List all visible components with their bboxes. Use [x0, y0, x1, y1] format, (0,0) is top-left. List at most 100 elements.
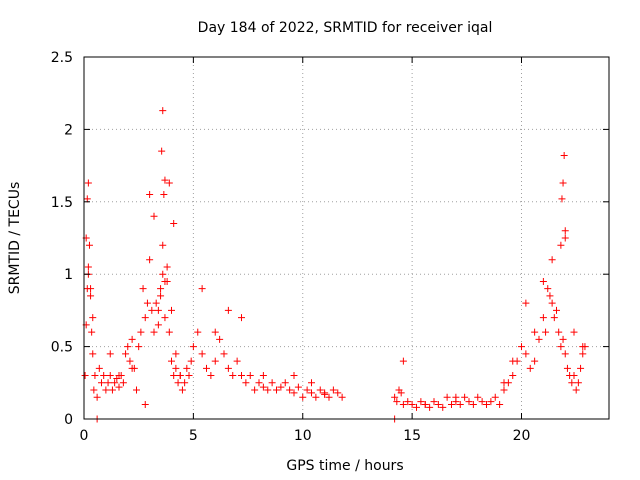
data-point [526, 364, 534, 372]
data-points [81, 107, 589, 423]
data-point [290, 372, 298, 380]
data-point [539, 314, 547, 322]
data-point [308, 389, 315, 397]
data-point [568, 379, 576, 387]
data-point [83, 195, 91, 203]
data-point [81, 372, 89, 380]
data-point [474, 393, 482, 401]
data-point [439, 403, 447, 411]
data-point [255, 379, 263, 387]
data-point [509, 357, 517, 365]
data-point [465, 398, 473, 406]
data-point [264, 386, 272, 394]
data-point [133, 386, 140, 394]
data-point [539, 277, 547, 285]
data-point [224, 306, 232, 314]
data-point [174, 379, 182, 387]
x-axis-label: GPS time / hours [286, 458, 403, 474]
data-point [294, 383, 302, 391]
data-point [483, 401, 490, 409]
data-point [115, 372, 123, 380]
data-point [150, 328, 158, 336]
data-point [106, 372, 114, 380]
data-point [87, 285, 95, 293]
data-point [163, 263, 171, 271]
data-point [135, 343, 143, 351]
data-point [553, 306, 560, 314]
data-point [106, 350, 114, 358]
data-point [397, 389, 405, 397]
data-point [160, 191, 168, 199]
data-point [560, 151, 568, 159]
data-point [238, 372, 245, 380]
y-tick-label: 0 [64, 412, 73, 428]
data-point [251, 386, 259, 394]
data-point [168, 357, 175, 365]
data-point [183, 364, 191, 372]
data-point [456, 401, 464, 409]
data-point [242, 379, 250, 387]
data-point [170, 220, 178, 228]
data-point [98, 379, 105, 387]
data-point [399, 401, 407, 409]
data-point [194, 328, 202, 336]
data-point [303, 386, 311, 394]
data-point [91, 372, 99, 380]
data-point [500, 386, 508, 394]
data-point [259, 383, 267, 391]
data-point [157, 285, 165, 293]
data-point [325, 393, 333, 401]
data-point [84, 179, 92, 187]
data-point [141, 314, 149, 322]
data-point [137, 328, 145, 336]
data-point [561, 350, 569, 358]
data-point [111, 379, 119, 387]
data-point [108, 386, 116, 394]
y-tick-label: 1 [64, 267, 73, 283]
grid [84, 57, 609, 419]
data-point [158, 147, 166, 155]
data-point [559, 179, 567, 187]
data-point [146, 191, 154, 199]
y-tick-label: 1.5 [51, 195, 73, 211]
x-tick-label: 15 [403, 428, 421, 444]
data-point [259, 372, 267, 380]
data-point [126, 357, 134, 365]
data-point [128, 364, 136, 372]
x-tick-label: 10 [294, 428, 312, 444]
data-point [570, 372, 578, 380]
data-point [391, 393, 399, 401]
data-point [548, 256, 556, 264]
data-point [268, 379, 276, 387]
data-point [124, 343, 132, 351]
data-point [139, 285, 147, 293]
data-point [198, 285, 206, 293]
data-point [550, 314, 558, 322]
data-point [216, 335, 224, 343]
data-point [557, 241, 565, 249]
data-point [246, 372, 254, 380]
y-axis-label: SRMTID / TECUs [7, 182, 23, 295]
data-point [408, 401, 416, 409]
data-point [299, 393, 307, 401]
data-point [417, 398, 425, 406]
data-point [181, 379, 189, 387]
data-point [146, 256, 154, 264]
data-point [273, 386, 280, 394]
data-point [119, 379, 127, 387]
data-point [469, 401, 477, 409]
data-point [286, 386, 294, 394]
data-point [277, 383, 285, 391]
data-point [452, 393, 460, 401]
data-point [312, 393, 320, 401]
data-point [421, 401, 429, 409]
data-point [561, 234, 569, 242]
data-point [308, 379, 315, 387]
data-point [557, 343, 565, 351]
data-point [104, 379, 112, 387]
data-point [165, 328, 173, 336]
data-point [128, 335, 136, 343]
data-point [198, 350, 206, 358]
data-point [187, 357, 195, 365]
data-point [115, 383, 123, 391]
